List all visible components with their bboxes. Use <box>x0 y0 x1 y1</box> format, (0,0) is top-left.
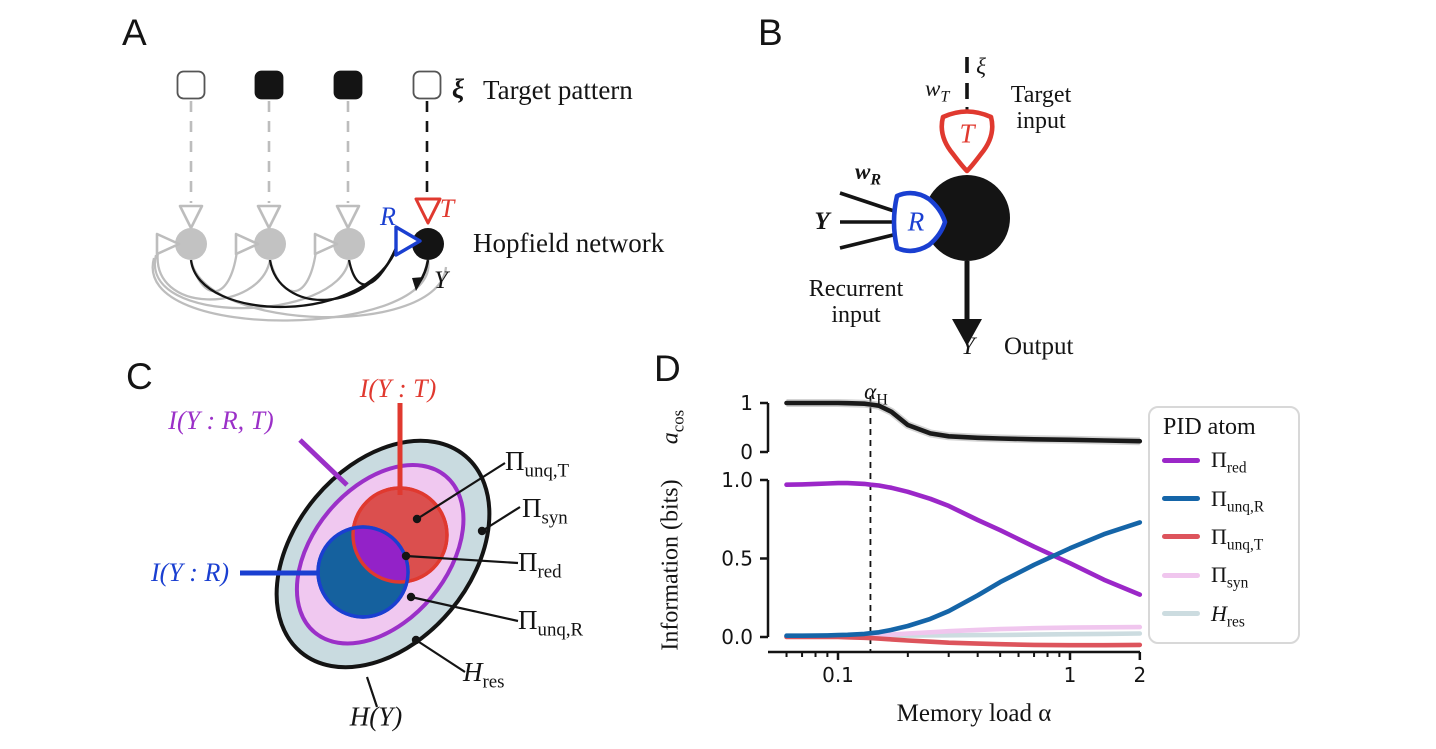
recurrent-input-label: Recurrent input <box>808 276 904 328</box>
output-arrow-b <box>952 261 982 346</box>
t-label-a: T <box>439 194 455 223</box>
legend-swatch <box>1162 457 1200 463</box>
legend-label: Πred <box>1211 447 1247 477</box>
target-input-label: Target input <box>1010 82 1072 134</box>
pi-red-label: Πred <box>518 547 562 583</box>
memory-load-axis-label: Memory load α <box>896 700 1052 727</box>
y-input-label: Y <box>814 208 830 235</box>
neuron-gray-3 <box>333 228 365 260</box>
alpha-h-annotation: αH <box>864 379 888 409</box>
pid-curve-1 <box>784 520 1143 639</box>
pi-syn-label: Πsyn <box>522 493 568 529</box>
iyrt-leader <box>298 438 349 487</box>
legend-item: Πred <box>1162 447 1298 477</box>
pid-curve-0 <box>784 480 1143 597</box>
panel-a-diagram <box>151 70 448 322</box>
info-ytick-label: 1.0 <box>721 468 753 492</box>
r-label-b: R <box>907 206 925 237</box>
pattern-box-black-1 <box>254 70 284 100</box>
panel-b-letter: B <box>758 12 783 53</box>
legend-item: Πsyn <box>1162 562 1298 592</box>
legend-label: Hres <box>1211 600 1245 631</box>
panel-d-chart: 1 0 1.0 0.5 0.0 0.1 1 2 <box>721 391 1146 687</box>
legend-rows: Πred Πunq,R Πunq,T Πsyn Hres <box>1150 441 1298 633</box>
t-synapse-triangle-a <box>414 197 442 225</box>
legend-label: Πsyn <box>1211 562 1249 592</box>
iyt-label: I(Y : T) <box>359 374 437 403</box>
gray-arrowheads <box>178 204 361 230</box>
pattern-box-white-1 <box>176 70 206 100</box>
iyrt-label: I(Y : R, T) <box>168 406 274 435</box>
legend-label: Πunq,R <box>1211 485 1265 515</box>
information-axis-label: Information (bits) <box>657 479 684 651</box>
recurrent-input-lines <box>839 191 898 250</box>
info-ytick-label: 0.5 <box>721 547 753 571</box>
legend-title: PID atom <box>1163 414 1256 440</box>
annotation-dots <box>401 514 487 645</box>
legend-swatch <box>1162 496 1200 502</box>
acos-axis-label: acos <box>657 409 688 445</box>
legend-swatch <box>1162 534 1200 540</box>
legend-swatch <box>1162 611 1200 617</box>
xi-label-a: ξ <box>452 74 465 104</box>
r-label-a: R <box>380 202 396 231</box>
r-synapse-triangle-a <box>394 225 422 257</box>
neuron-body <box>924 175 1010 261</box>
panel-a-letter: A <box>122 12 147 53</box>
panel-c-venn <box>240 403 521 708</box>
t-label-b: T <box>959 118 975 149</box>
pi-unq-t-label: Πunq,T <box>505 446 570 482</box>
info-ytick-label: 0.0 <box>721 625 753 649</box>
neuron-gray-1 <box>175 228 207 260</box>
pid-curve-2 <box>784 634 1143 648</box>
target-pattern-boxes <box>176 70 442 100</box>
output-label: Output <box>1004 333 1074 360</box>
hopfield-neurons <box>175 228 444 260</box>
y-output-label: Y <box>961 333 975 360</box>
legend-item: Hres <box>1162 600 1298 631</box>
h-y-label: H(Y) <box>349 701 403 732</box>
neuron-gray-2 <box>254 228 286 260</box>
xi-label-b: ξ <box>976 54 986 79</box>
panel-c-letter: C <box>126 356 153 397</box>
panel-b-diagram <box>839 57 1010 346</box>
hopfield-network-label: Hopfield network <box>473 228 665 258</box>
recurrent-curves-black <box>189 238 402 309</box>
pi-unq-r-label: Πunq,R <box>518 605 584 641</box>
acos-curve <box>784 400 1143 444</box>
x-tick-label: 2 <box>1133 663 1146 687</box>
legend-item: Πunq,R <box>1162 485 1298 515</box>
acos-ytick-label: 0 <box>740 440 753 464</box>
pattern-box-black-2 <box>333 70 363 100</box>
r-synapse-triangle-b <box>891 190 948 254</box>
recurrent-curves-gray <box>151 250 448 322</box>
legend-swatch <box>1162 572 1200 578</box>
h-res-label: Hres <box>463 657 505 693</box>
pattern-input-lines <box>189 101 429 203</box>
panel-d-letter: D <box>654 348 681 389</box>
acos-ytick-label: 1 <box>740 391 753 415</box>
w-t-label: wT <box>925 76 950 106</box>
neuron-black <box>412 228 444 260</box>
target-pattern-label: Target pattern <box>483 75 633 105</box>
pattern-box-white-2 <box>412 70 442 100</box>
y-label-a: Y <box>434 267 448 294</box>
annotation-leaders <box>365 462 521 708</box>
legend-item: Πunq,T <box>1162 523 1298 554</box>
iyr-label: I(Y : R) <box>151 558 229 587</box>
w-r-label: wR <box>855 159 882 189</box>
output-arrow-a <box>412 259 430 291</box>
pid-legend: PID atom Πred Πunq,R Πunq,T Πsyn Hres <box>1148 406 1300 644</box>
legend-label: Πunq,T <box>1211 523 1264 554</box>
x-tick-label: 0.1 <box>822 663 854 687</box>
gray-synapse-triangles <box>155 232 339 256</box>
x-tick-label: 1 <box>1064 663 1077 687</box>
t-synapse-triangle-b <box>939 109 995 174</box>
